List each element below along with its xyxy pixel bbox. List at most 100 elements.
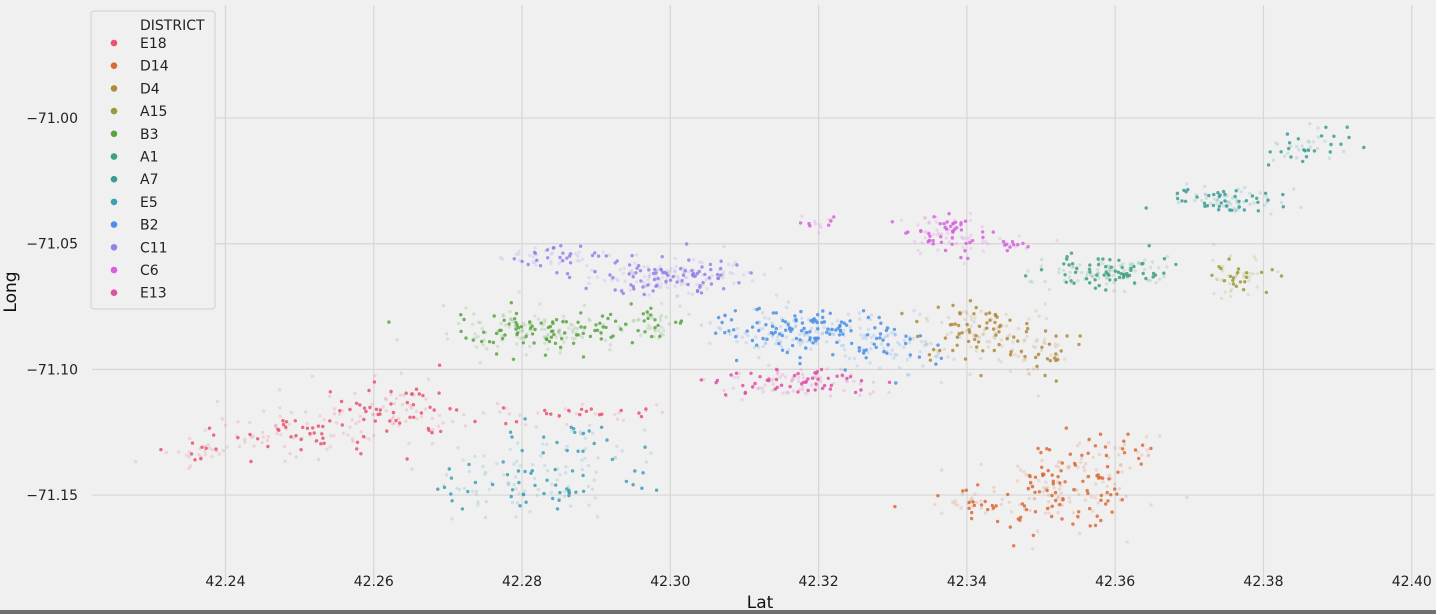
data-point [1009,350,1013,354]
data-point [803,332,807,336]
data-point [918,312,922,316]
data-point [534,425,538,429]
data-point [1027,496,1032,501]
data-point [549,329,554,334]
data-point [1113,278,1118,282]
data-point [944,224,948,228]
data-point [927,238,932,243]
data-point [773,330,777,334]
data-point [620,449,624,453]
data-point [1244,199,1249,203]
data-point [441,421,445,425]
data-point [575,327,580,331]
data-point [1098,432,1103,436]
data-point [827,223,831,227]
data-point [1133,282,1137,286]
data-point [301,425,305,430]
data-point [957,331,961,335]
data-point [570,429,574,433]
data-point [700,261,704,265]
data-point [558,473,562,477]
data-point [841,332,845,336]
data-point [1064,280,1069,284]
data-point [1144,206,1148,210]
data-point [498,410,502,414]
data-point [503,333,507,337]
data-point [806,389,810,393]
data-point [974,305,978,310]
data-point [565,256,569,260]
data-point [1100,476,1105,480]
data-point [1012,335,1016,339]
data-point [858,317,862,321]
data-point [777,341,781,346]
data-point [1076,465,1080,469]
x-tick-label: 42.40 [1392,574,1432,590]
data-point [886,342,890,347]
data-point [953,499,958,503]
data-point [501,406,506,410]
data-point [1021,241,1025,246]
data-point [947,240,951,244]
data-point [879,321,883,325]
data-point [514,252,519,256]
data-point [518,329,522,334]
data-point [964,488,968,492]
data-point [1125,271,1129,276]
data-point [705,287,709,291]
data-point [1039,348,1044,352]
data-point [930,242,934,246]
data-point [539,454,543,458]
data-point [1165,265,1169,269]
data-point [780,373,785,377]
data-point [530,324,534,328]
data-point [648,272,652,276]
data-point [811,341,815,345]
data-point [1228,254,1233,258]
data-point [817,231,821,235]
data-point [1093,444,1098,448]
data-point [1000,497,1004,502]
series-e13 [699,367,892,402]
data-point [473,454,477,459]
legend-label-e13: E13 [140,286,167,302]
data-point [1231,282,1236,286]
data-point [636,318,640,323]
data-point [699,323,704,327]
data-point [961,489,965,493]
data-point [1083,498,1088,502]
data-point [1246,292,1251,297]
data-point [1289,144,1293,148]
data-point [917,355,922,359]
data-point [722,287,726,291]
data-point [1122,272,1126,277]
x-tick-label: 42.38 [1243,574,1283,590]
data-point [649,313,653,317]
data-point [203,428,207,432]
data-point [210,454,214,459]
data-point [1087,267,1092,271]
data-point [665,270,670,274]
data-point [835,340,839,345]
data-point [463,424,468,428]
data-point [653,273,657,278]
data-point [338,409,342,413]
data-point [555,507,560,511]
data-point [328,445,332,449]
data-point [1112,289,1116,293]
data-point [691,257,696,262]
data-point [1339,142,1343,146]
data-point [305,426,310,430]
data-point [587,423,592,428]
data-point [1028,474,1032,479]
data-point [1149,446,1153,451]
data-point [971,500,975,504]
data-point [796,371,800,376]
data-point [1279,200,1284,205]
data-point [938,222,942,226]
data-point [542,491,546,496]
data-point [460,507,465,511]
data-point [608,312,613,317]
data-point [654,488,659,492]
data-point [691,271,696,276]
